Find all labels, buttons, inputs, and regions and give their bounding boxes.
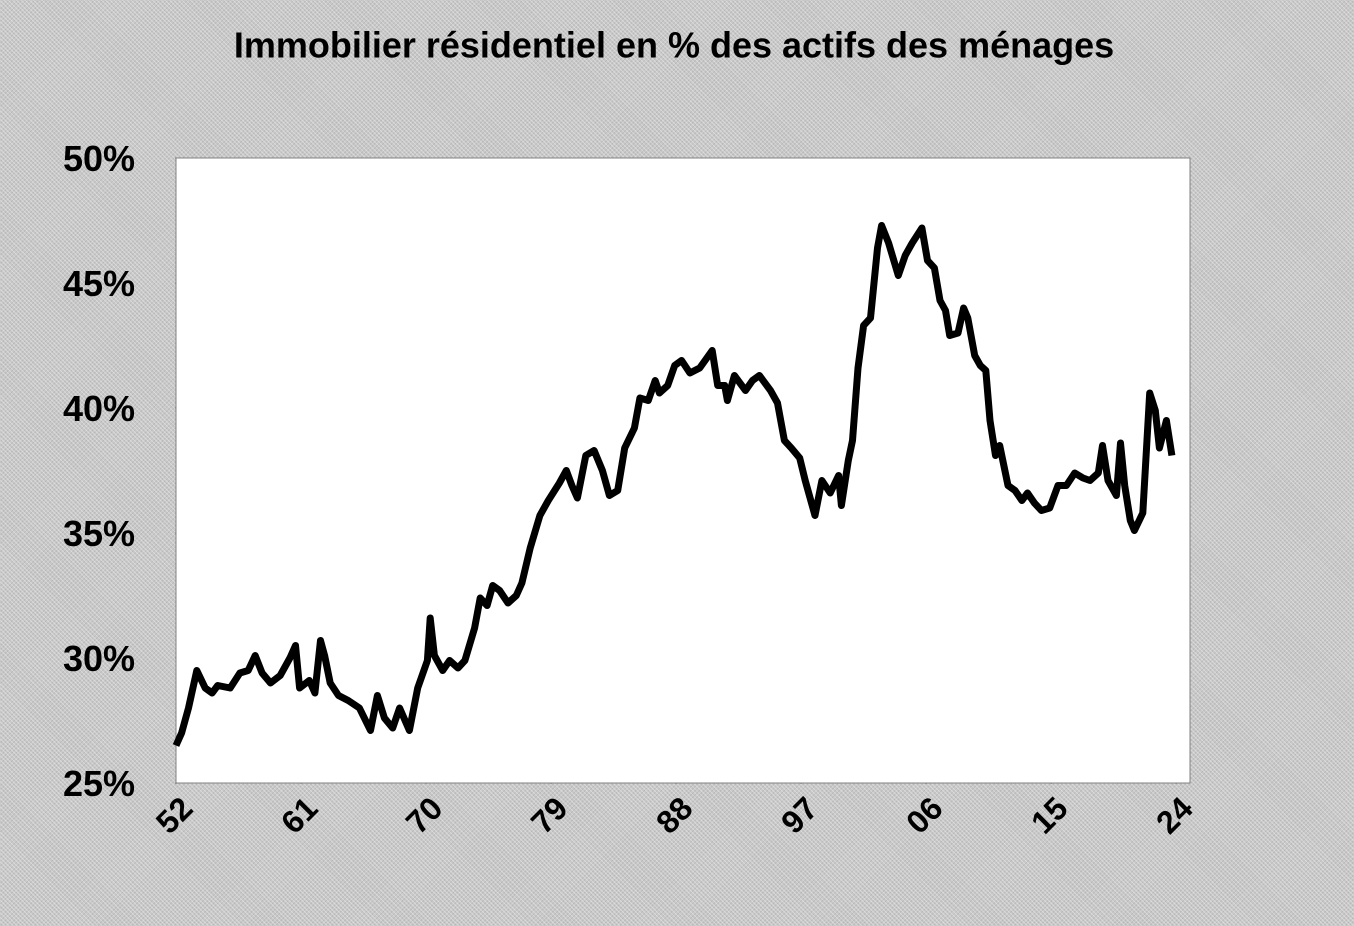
- y-tick-label: 25%: [63, 763, 135, 804]
- x-tick-label: 61: [274, 790, 325, 841]
- y-tick-label: 40%: [63, 388, 135, 429]
- chart-title: Immobilier résidentiel en % des actifs d…: [234, 25, 1114, 66]
- data-line: [172, 222, 1176, 747]
- y-tick-label: 30%: [63, 638, 135, 679]
- x-tick-label: 15: [1024, 790, 1075, 841]
- x-tick-label: 06: [899, 790, 950, 841]
- x-tick-label: 24: [1149, 790, 1200, 841]
- x-tick-label: 79: [524, 790, 575, 841]
- y-tick-label: 35%: [63, 513, 135, 554]
- x-tick-label: 52: [149, 790, 200, 841]
- y-tick-label: 45%: [63, 263, 135, 304]
- x-tick-label: 97: [774, 790, 825, 841]
- y-tick-label: 50%: [63, 138, 135, 179]
- x-tick-label: 88: [649, 790, 700, 841]
- plot-area: [175, 157, 1191, 784]
- x-tick-label: 70: [399, 790, 450, 841]
